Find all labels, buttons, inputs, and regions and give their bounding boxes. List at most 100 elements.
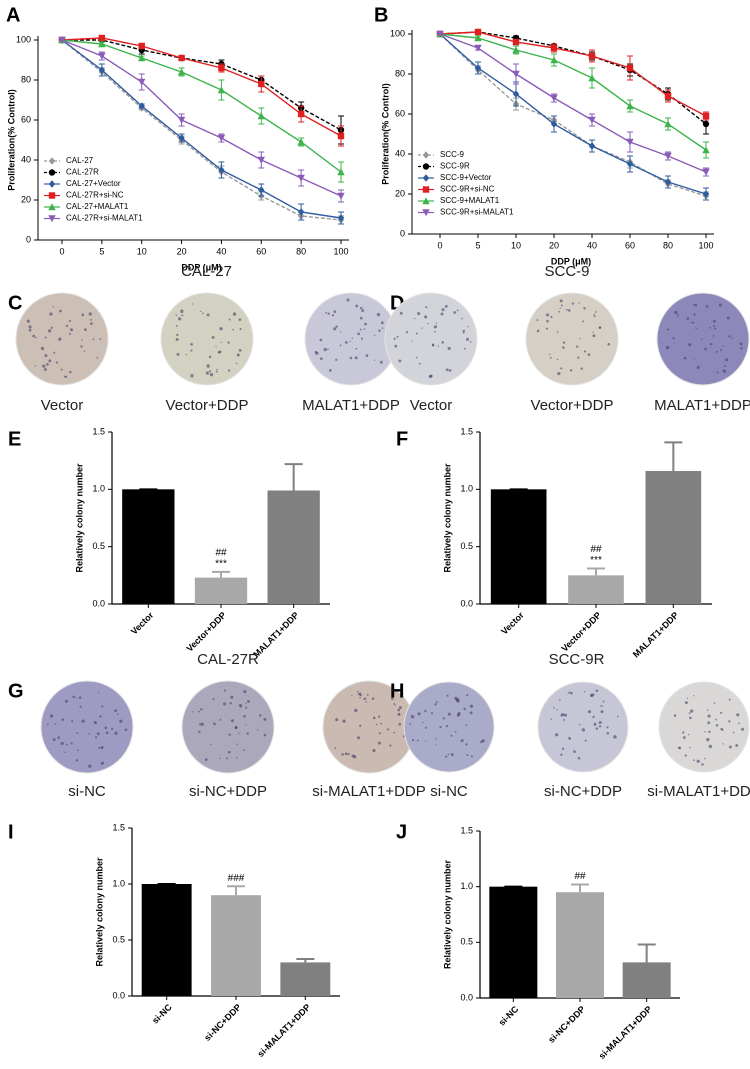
colony: [545, 313, 550, 317]
colony: [545, 327, 548, 330]
colony: [398, 359, 402, 363]
marker: [257, 156, 265, 164]
colony: [704, 347, 707, 351]
panel-letter: B: [374, 4, 388, 26]
colony: [556, 708, 558, 711]
colony: [693, 357, 695, 360]
colony: [563, 718, 566, 721]
y-axis-title: Relatively colony number: [94, 857, 104, 967]
colony: [706, 738, 710, 742]
colony: [216, 370, 218, 373]
x-tick-label: 5: [99, 246, 104, 256]
series-line: [439, 33, 707, 151]
colony: [191, 303, 194, 305]
y-tick-label: 60: [21, 114, 31, 124]
colony: [219, 327, 223, 331]
colony: [682, 731, 685, 734]
colony: [690, 709, 694, 713]
colony: [606, 732, 610, 735]
colony: [354, 708, 358, 713]
colony: [46, 363, 49, 366]
significance-mark: ###: [228, 873, 245, 884]
colony: [223, 702, 227, 706]
colony: [360, 337, 364, 340]
y-axis-title: Relatively colony number: [442, 463, 452, 573]
colony: [447, 753, 450, 756]
marker: [664, 92, 672, 100]
bar: [211, 895, 261, 996]
colony: [351, 694, 353, 696]
colony: [689, 746, 691, 749]
colony: [178, 317, 182, 321]
colony: [246, 700, 250, 703]
colony: [243, 715, 246, 718]
colony: [101, 705, 104, 708]
colony: [200, 708, 203, 711]
legend-marker: [422, 209, 430, 217]
colony: [44, 336, 47, 339]
colony: [418, 362, 421, 365]
colony: [200, 310, 202, 313]
colony: [28, 328, 32, 332]
colony: [243, 749, 245, 752]
colony: [674, 310, 678, 315]
legend-label: CAL-27R: [66, 168, 99, 177]
colony: [684, 701, 688, 705]
colony: [441, 308, 445, 312]
colony: [576, 345, 579, 348]
colony: [26, 319, 30, 323]
colony: [578, 723, 581, 726]
colony: [716, 371, 719, 374]
dish: [403, 681, 495, 773]
colony: [692, 321, 695, 324]
colony: [425, 306, 428, 309]
colony: [68, 320, 72, 323]
colony: [349, 356, 353, 360]
colony: [462, 331, 465, 334]
y-tick-label: 100: [16, 34, 31, 44]
x-tick-label: Vector+DDP: [184, 610, 228, 654]
colony: [236, 353, 240, 357]
marker: [512, 90, 520, 98]
colony: [191, 711, 194, 713]
colony: [211, 335, 215, 339]
dish-label: si-MALAT1+DDP: [647, 783, 750, 800]
x-tick-label: 100: [698, 240, 713, 250]
legend-marker: [422, 186, 430, 193]
error-bar: [212, 570, 230, 578]
marker: [588, 116, 596, 124]
colony: [357, 690, 359, 693]
colony: [236, 743, 238, 745]
colony: [228, 733, 231, 736]
colony: [569, 369, 573, 372]
colony: [434, 738, 437, 740]
colony: [28, 325, 32, 329]
colony: [740, 347, 743, 350]
colony: [726, 316, 730, 320]
colony: [715, 350, 718, 353]
colony: [424, 740, 427, 742]
series-line: [62, 39, 342, 131]
colony: [78, 696, 82, 699]
colony: [99, 715, 102, 718]
panel-letter: I: [8, 821, 14, 843]
colony: [470, 755, 473, 758]
y-axis-title: Relatively colony number: [442, 859, 452, 969]
colony: [320, 357, 323, 361]
colony: [339, 344, 342, 347]
colony: [70, 328, 74, 332]
colony: [587, 710, 592, 714]
colony: [688, 343, 692, 347]
colony: [595, 727, 599, 730]
colony: [598, 326, 602, 329]
colony: [430, 711, 434, 715]
colony: [560, 714, 563, 717]
colony: [335, 358, 338, 361]
y-tick-label: 0.5: [112, 934, 125, 944]
colony: [715, 724, 719, 727]
colony: [708, 730, 711, 734]
colony: [445, 725, 449, 728]
colony: [550, 356, 552, 359]
colony: [722, 743, 724, 745]
colony: [435, 701, 438, 704]
